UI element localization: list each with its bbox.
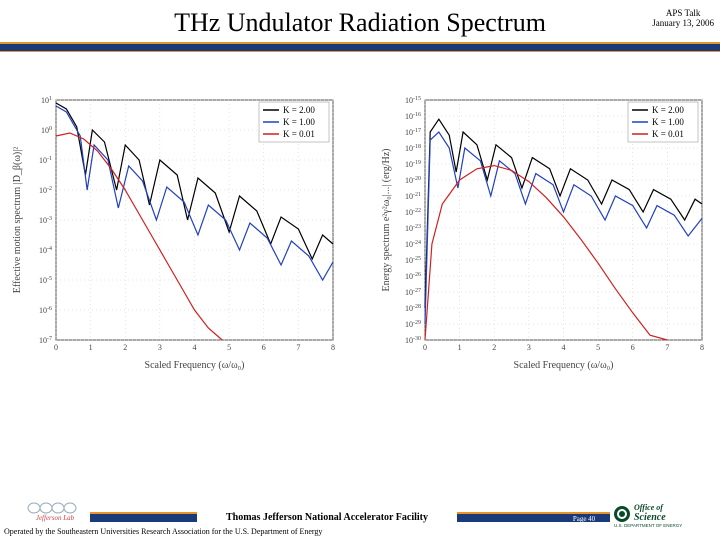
svg-text:3: 3: [158, 343, 162, 352]
svg-text:10-15: 10-15: [405, 96, 421, 105]
svg-text:Scaled Frequency (ω/ω₀): Scaled Frequency (ω/ω₀): [514, 360, 614, 371]
svg-text:Effective motion spectrum |D_β: Effective motion spectrum |D_β(ω)|²: [12, 147, 23, 294]
svg-text:10-4: 10-4: [39, 246, 52, 255]
svg-text:10-18: 10-18: [405, 144, 421, 153]
svg-text:10-20: 10-20: [405, 176, 421, 185]
svg-text:10-21: 10-21: [405, 192, 421, 201]
talk-name: APS Talk: [652, 8, 714, 18]
svg-text:0: 0: [54, 343, 58, 352]
svg-text:2: 2: [123, 343, 127, 352]
svg-text:5: 5: [227, 343, 231, 352]
svg-text:10-26: 10-26: [405, 272, 421, 281]
facility-name: Thomas Jefferson National Accelerator Fa…: [197, 512, 457, 523]
svg-text:10-1: 10-1: [39, 156, 52, 165]
svg-text:10-6: 10-6: [39, 306, 52, 315]
svg-text:10-7: 10-7: [39, 336, 52, 345]
svg-text:8: 8: [700, 343, 704, 352]
header-rule: [0, 42, 720, 52]
footer-bar: Thomas Jefferson National Accelerator Fa…: [0, 509, 720, 525]
talk-date: January 13, 2006: [652, 18, 714, 28]
svg-text:2: 2: [492, 343, 496, 352]
svg-text:10-19: 10-19: [405, 160, 421, 169]
svg-text:K = 1.00: K = 1.00: [652, 117, 684, 127]
svg-text:7: 7: [665, 343, 669, 352]
svg-text:0: 0: [423, 343, 427, 352]
svg-text:100: 100: [41, 126, 52, 135]
svg-text:3: 3: [527, 343, 531, 352]
svg-text:Energy spectrum e²γ²ω₀|...| (e: Energy spectrum e²γ²ω₀|...| (erg/Hz): [381, 149, 392, 292]
svg-text:K = 2.00: K = 2.00: [652, 105, 684, 115]
slide-header: THz Undulator Radiation Spectrum APS Tal…: [0, 0, 720, 42]
svg-text:K = 1.00: K = 1.00: [283, 117, 315, 127]
svg-text:7: 7: [296, 343, 300, 352]
header-meta: APS Talk January 13, 2006: [652, 8, 714, 28]
operated-by: Operated by the Southeastern Universitie…: [0, 525, 720, 540]
svg-text:6: 6: [262, 343, 266, 352]
svg-text:K = 0.01: K = 0.01: [283, 129, 315, 139]
svg-text:10-3: 10-3: [39, 216, 52, 225]
svg-text:10-16: 10-16: [405, 112, 421, 121]
svg-text:1: 1: [458, 343, 462, 352]
svg-text:10-30: 10-30: [405, 336, 421, 345]
svg-text:10-17: 10-17: [405, 128, 421, 137]
svg-text:10-25: 10-25: [405, 256, 421, 265]
svg-text:1: 1: [89, 343, 93, 352]
svg-text:10-23: 10-23: [405, 224, 421, 233]
chart-energy-spectrum: 0 1 2 3 4 5 6 7 8 10-30 10-29 10-28 10-27 10-26 10-25 1…: [377, 92, 712, 382]
svg-text:4: 4: [193, 343, 197, 352]
svg-text:10-28: 10-28: [405, 304, 421, 313]
svg-text:5: 5: [596, 343, 600, 352]
svg-text:8: 8: [331, 343, 335, 352]
chart-motion-spectrum: 0 1 2 3 4 5 6 7 8 10-7 10-6 10-5 10-4 10-3 10-2 10-1 100…: [8, 92, 343, 382]
svg-text:K = 0.01: K = 0.01: [652, 129, 684, 139]
svg-text:10-2: 10-2: [39, 186, 52, 195]
svg-text:10-24: 10-24: [405, 240, 421, 249]
svg-text:101: 101: [41, 96, 52, 105]
charts-row: 01234567810-710-610-510-410-310-210-1100…: [0, 52, 720, 382]
slide-title: THz Undulator Radiation Spectrum: [0, 8, 720, 38]
svg-text:10-5: 10-5: [39, 276, 52, 285]
svg-text:4: 4: [562, 343, 566, 352]
svg-text:6: 6: [631, 343, 635, 352]
svg-text:K = 2.00: K = 2.00: [283, 105, 315, 115]
slide-footer: Thomas Jefferson National Accelerator Fa…: [0, 509, 720, 540]
svg-text:10-27: 10-27: [405, 288, 421, 297]
svg-text:10-29: 10-29: [405, 320, 421, 329]
page-number: Page 40: [564, 512, 604, 522]
svg-text:10-22: 10-22: [405, 208, 421, 217]
svg-text:Scaled Frequency (ω/ω₀): Scaled Frequency (ω/ω₀): [145, 360, 245, 371]
